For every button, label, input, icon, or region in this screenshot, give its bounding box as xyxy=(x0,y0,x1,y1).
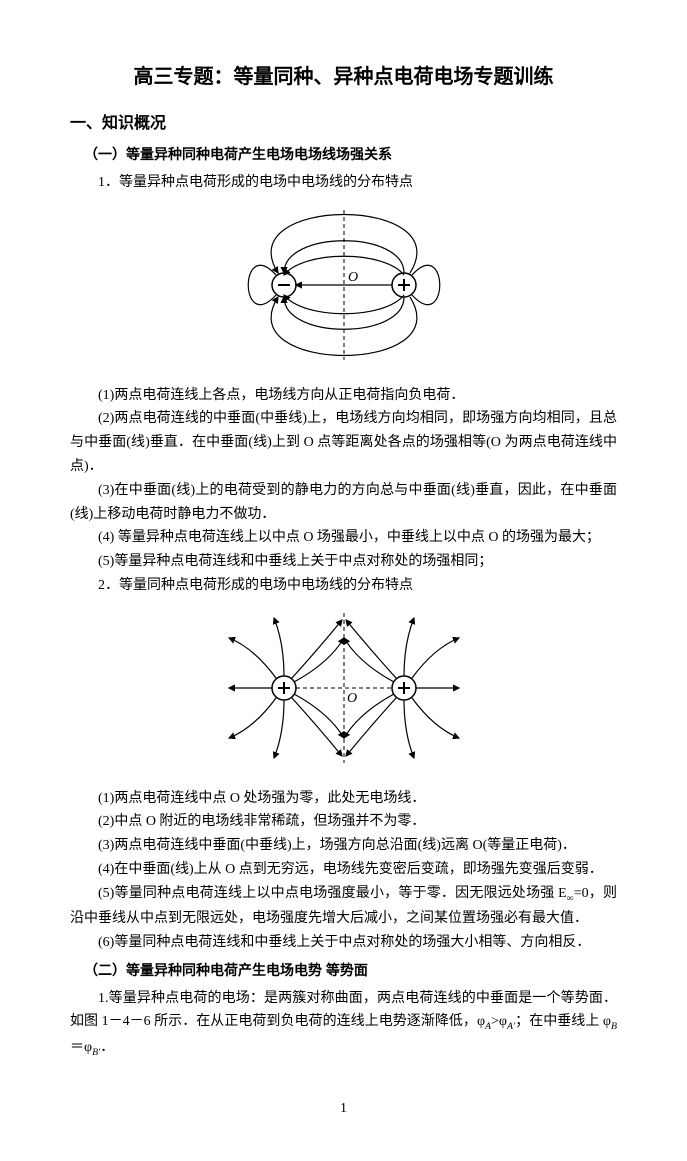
r1-b: >φ xyxy=(491,1014,507,1029)
figure-dipole: O xyxy=(70,205,617,374)
dipole-diagram-icon: O xyxy=(214,205,474,365)
qpoint-4: (4)在中垂面(线)上从 O 点到无穷远，电场线先变密后变疏，即场强先变强后变弱… xyxy=(70,858,617,882)
point-1: (1)两点电荷连线上各点，电场线方向从正电荷指向负电荷． xyxy=(70,384,617,408)
point-4: (4) 等量异种点电荷连线上以中点 O 场强最小，中垂线上以中点 O 的场强为最… xyxy=(70,526,617,550)
section-1-1-heading: （一）等量异种同种电荷产生电场电场线场强关系 xyxy=(70,143,617,167)
page-number: 1 xyxy=(70,1097,617,1121)
qpoint-1: (1)两点电荷连线中点 O 处场强为零，此处无电场线． xyxy=(70,787,617,811)
r1-d: ＝φ xyxy=(70,1040,92,1055)
intro-2: 2．等量同种点电荷形成的电场中电场线的分布特点 xyxy=(70,574,617,598)
r1-c: ；在中垂线上 φ xyxy=(515,1014,611,1029)
point-2: (2)两点电荷连线的中垂面(中垂线)上，电场线方向均相同，即场强方向均相同，且总… xyxy=(70,407,617,478)
point-3: (3)在中垂面(线)上的电荷受到的静电力的方向总与中垂面(线)垂直，因此，在中垂… xyxy=(70,479,617,527)
q5-text-a: (5)等量同种点电荷连线上以中点电场强度最小，等于零．因无限远处场强 E xyxy=(98,886,567,901)
center-label-2: O xyxy=(347,691,357,706)
intro-1: 1．等量异种点电荷形成的电场中电场线的分布特点 xyxy=(70,171,617,195)
qpoint-2: (2)中点 O 附近的电场线非常稀疏，但场强并不为零． xyxy=(70,810,617,834)
center-label: O xyxy=(348,270,358,285)
figure-like-charges: O xyxy=(70,608,617,777)
rpoint-1: 1.等量异种点电荷的电场：是两簇对称曲面，两点电荷连线的中垂面是一个等势面．如图… xyxy=(70,987,617,1062)
page-title: 高三专题：等量同种、异种点电荷电场专题训练 xyxy=(70,60,617,94)
like-charges-diagram-icon: O xyxy=(214,608,474,768)
qpoint-3: (3)两点电荷连线中垂面(中垂线)上，场强方向总沿面(线)远离 O(等量正电荷)… xyxy=(70,834,617,858)
qpoint-6: (6)等量同种点电荷连线和中垂线上关于中点对称处的场强大小相等、方向相反． xyxy=(70,931,617,955)
point-5: (5)等量异种点电荷连线和中垂线上关于中点对称处的场强相同； xyxy=(70,550,617,574)
r1-e: ． xyxy=(100,1040,114,1055)
qpoint-5: (5)等量同种点电荷连线上以中点电场强度最小，等于零．因无限远处场强 E∞=0，… xyxy=(70,882,617,931)
section-1-heading: 一、知识概况 xyxy=(70,110,617,137)
